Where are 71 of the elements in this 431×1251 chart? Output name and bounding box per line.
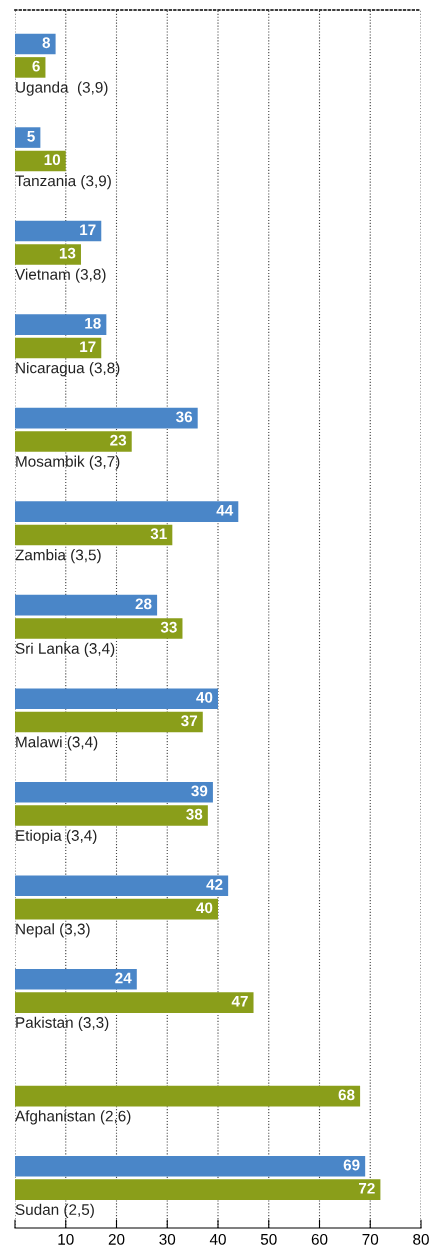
data-label: 17 [80,341,96,352]
bar [15,501,239,522]
y-tick-label: Nicaragua (3,8) [16,362,120,377]
data-label: 44 [216,505,234,516]
y-tick-label: Afghanistan (2,6) [15,1110,131,1125]
bar [15,33,56,55]
data-label: 6 [32,60,40,72]
bar [15,1155,366,1177]
data-label: 8 [42,37,51,49]
x-tick-label: 50 [260,1233,277,1245]
bar [15,337,102,359]
data-label: 47 [231,996,248,1007]
bar [15,711,203,733]
bar [15,244,81,265]
bar [15,431,132,452]
bar [15,594,158,616]
bar [15,314,107,335]
data-label: 5 [27,131,35,142]
bar [15,688,218,709]
bar [15,805,208,826]
y-tick-label: Pakistan (3,3) [16,1016,109,1031]
data-label: 40 [196,902,213,914]
data-label: 68 [338,1089,355,1101]
x-tick-label: 10 [58,1233,74,1245]
bar [15,968,137,990]
y-tick-label: Zambia (3,5) [15,549,101,564]
x-tick-label: 80 [413,1233,429,1245]
bar [15,992,254,1013]
y-tick-label: Nepal (3,3) [16,923,90,938]
data-label: 33 [160,621,177,633]
data-label: 72 [358,1182,375,1194]
bar [15,57,46,78]
y-tick-label: Sudan (2,5) [15,1203,94,1218]
bar [15,407,198,429]
data-label: 42 [206,879,223,890]
bar [15,618,183,639]
data-label: 31 [150,528,167,540]
y-tick-label: Tanzania (3,9) [15,175,111,190]
data-label: 13 [59,247,76,259]
x-tick-label: 60 [311,1233,328,1245]
data-label: 69 [343,1159,360,1171]
y-tick-label: Malawi (3,4) [16,736,98,751]
bar [15,127,41,148]
bar [15,1085,361,1107]
data-label: 36 [175,411,193,423]
data-label: 23 [110,434,127,446]
y-tick-label: Sri Lanka (3,4) [15,642,115,657]
x-tick-label: 20 [108,1233,125,1245]
bar [15,220,102,242]
y-tick-label: Mosambik (3,7) [16,455,120,470]
data-label: 37 [181,715,198,727]
data-label: 17 [80,224,96,236]
data-label: 38 [186,808,203,820]
data-label: 40 [196,691,213,703]
x-tick-label: 70 [362,1233,379,1245]
bar [15,898,218,920]
y-tick-label: Vietnam (3,8) [15,268,106,283]
y-tick-label: Uganda (3,9) [16,81,108,96]
x-tick-label: 30 [159,1233,176,1245]
bar [15,1179,381,1200]
y-tick-label: Etiopia (3,4) [16,829,97,844]
bar [15,524,173,546]
x-tick-label: 40 [209,1233,226,1245]
data-label: 28 [135,598,152,610]
bar [15,781,213,803]
data-label: 18 [85,317,101,329]
bar [15,150,66,172]
data-label: 39 [191,785,208,797]
bar [15,875,229,897]
data-label: 24 [115,972,132,984]
data-label: 10 [44,154,61,166]
